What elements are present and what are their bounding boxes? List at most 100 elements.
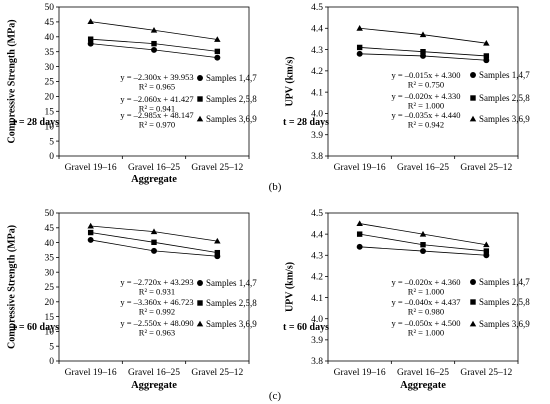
data-point-square bbox=[356, 231, 363, 237]
legend-marker-triangle bbox=[469, 115, 477, 122]
x-tick-label: Gravel 19–16 bbox=[65, 368, 117, 378]
x-tick-label: Gravel 19–16 bbox=[334, 368, 386, 378]
legend-label: Samples 2,5,8 bbox=[206, 94, 257, 104]
trend-equation: y = –0.040x + 4.437 bbox=[391, 297, 460, 307]
y-tick-label: 40 bbox=[45, 239, 55, 249]
chart-4: 3.8 3.9 4.0 4.1 4.2 4.3 4.4 4.5 Gravel 19–16 Grav… bbox=[283, 209, 530, 391]
y-tick-label: 5 bbox=[49, 342, 54, 352]
r-squared: R² = 0.980 bbox=[408, 307, 444, 317]
series-3 bbox=[87, 18, 221, 42]
data-point-square bbox=[214, 249, 221, 256]
y-tick-label: 50 bbox=[45, 209, 55, 219]
y-tick-label: 4.3 bbox=[311, 251, 323, 261]
x-tick-label: Gravel 25–12 bbox=[460, 368, 512, 378]
legend-marker-circle bbox=[197, 280, 203, 286]
data-point-square bbox=[483, 248, 490, 254]
y-tick-label: 0 bbox=[49, 357, 54, 367]
y-tick-label: 4.4 bbox=[311, 230, 323, 240]
x-tick-label: Gravel 16–25 bbox=[397, 368, 449, 378]
legend-marker-circle bbox=[197, 75, 203, 81]
data-point-triangle bbox=[483, 39, 490, 46]
y-tick-label: 3.9 bbox=[311, 131, 323, 141]
y-tick-label: 4.5 bbox=[311, 209, 323, 219]
data-point-triangle bbox=[214, 36, 221, 42]
data-point-square bbox=[420, 242, 426, 248]
legend-marker-circle bbox=[470, 72, 476, 78]
data-point-circle bbox=[356, 50, 363, 57]
series-2 bbox=[87, 229, 221, 256]
y-tick-label: 25 bbox=[45, 78, 55, 88]
legend-label: Samples 1,4,7 bbox=[206, 278, 257, 288]
series-2 bbox=[356, 44, 490, 59]
legend-marker-triangle bbox=[469, 320, 477, 327]
plot-frame bbox=[327, 212, 519, 362]
data-point-square bbox=[87, 229, 94, 236]
data-point-triangle bbox=[356, 220, 363, 227]
x-tick-label: Gravel 25–12 bbox=[191, 163, 243, 173]
x-tick-label: Gravel 19–16 bbox=[65, 163, 117, 173]
x-tick-label: Gravel 16–25 bbox=[397, 163, 449, 173]
y-tick-label: 50 bbox=[45, 3, 55, 13]
r-squared: R² = 0.965 bbox=[139, 82, 175, 92]
trend-equation: y = –2.060x + 41.427 bbox=[120, 94, 193, 104]
y-tick-label: 35 bbox=[45, 48, 55, 58]
y-tick-label: 3.9 bbox=[311, 336, 323, 346]
series-1 bbox=[87, 236, 221, 260]
x-tick-label: Gravel 25–12 bbox=[460, 163, 512, 173]
y-tick-label: 3.8 bbox=[311, 357, 323, 367]
data-point-circle bbox=[151, 46, 157, 53]
legend-label: Samples 2,5,8 bbox=[479, 297, 530, 307]
trend-equation: y = –2.720x + 43.293 bbox=[120, 277, 193, 287]
r-squared: R² = 1.000 bbox=[408, 101, 444, 111]
x-tick-label: Gravel 16–25 bbox=[128, 163, 180, 173]
plot-frame bbox=[327, 6, 519, 157]
y-tick-label: 35 bbox=[45, 254, 55, 264]
r-squared: R² = 0.750 bbox=[408, 80, 444, 90]
series-2 bbox=[87, 36, 221, 55]
x-tick-label: Gravel 25–12 bbox=[191, 368, 243, 378]
y-tick-label: 20 bbox=[45, 93, 55, 103]
data-point-circle bbox=[87, 236, 94, 243]
data-point-triangle bbox=[87, 18, 94, 25]
data-point-circle bbox=[214, 54, 221, 61]
legend-label: Samples 3,6,9 bbox=[479, 114, 530, 124]
data-point-square bbox=[420, 49, 426, 55]
y-tick-label: 10 bbox=[45, 122, 55, 132]
y-tick-label: 4.2 bbox=[311, 67, 323, 77]
y-tick-label: 4.0 bbox=[311, 110, 323, 120]
y-tick-label: 15 bbox=[45, 313, 55, 323]
trend-equation: y = –2.300x + 39.953 bbox=[120, 72, 193, 82]
trend-equation: y = –0.035x + 4.440 bbox=[391, 110, 460, 120]
y-tick-label: 45 bbox=[45, 224, 55, 234]
trend-equation: y = –2.550x + 48.090 bbox=[120, 318, 193, 328]
legend-label: Samples 1,4,7 bbox=[479, 70, 530, 80]
panel-label-b: (b) bbox=[269, 181, 282, 193]
chart-2: 3.8 3.9 4.0 4.1 4.2 4.3 4.4 4.5 Gravel 19–16 Grav… bbox=[283, 3, 530, 173]
trend-equation: y = –2.985x + 48.147 bbox=[120, 110, 193, 120]
data-point-square bbox=[151, 40, 157, 47]
y-tick-label: 45 bbox=[45, 18, 55, 28]
age-label: t = 60 days bbox=[13, 322, 59, 333]
data-point-circle bbox=[483, 57, 490, 64]
data-point-triangle bbox=[356, 25, 363, 31]
data-point-square bbox=[214, 48, 221, 55]
data-point-triangle bbox=[214, 237, 221, 244]
y-tick-label: 30 bbox=[45, 268, 55, 278]
x-axis-label: Aggregate bbox=[400, 380, 446, 391]
r-squared: R² = 0.931 bbox=[139, 287, 175, 297]
series-1 bbox=[87, 40, 221, 61]
series-1 bbox=[356, 50, 490, 64]
trend-equation: y = –0.050x + 4.500 bbox=[391, 318, 460, 328]
series-1 bbox=[356, 243, 490, 259]
data-point-triangle bbox=[483, 241, 490, 248]
legend-label: Samples 2,5,8 bbox=[206, 298, 257, 308]
legend-label: Samples 3,6,9 bbox=[479, 319, 530, 329]
y-tick-label: 4.3 bbox=[311, 46, 323, 56]
y-tick-label: 3.8 bbox=[311, 152, 323, 162]
y-axis-label: UPV (km/s) bbox=[284, 262, 295, 312]
series-3 bbox=[356, 220, 490, 248]
x-axis-label: Aggregate bbox=[131, 174, 177, 185]
y-tick-label: 4.0 bbox=[311, 315, 323, 325]
data-point-triangle bbox=[419, 230, 427, 237]
